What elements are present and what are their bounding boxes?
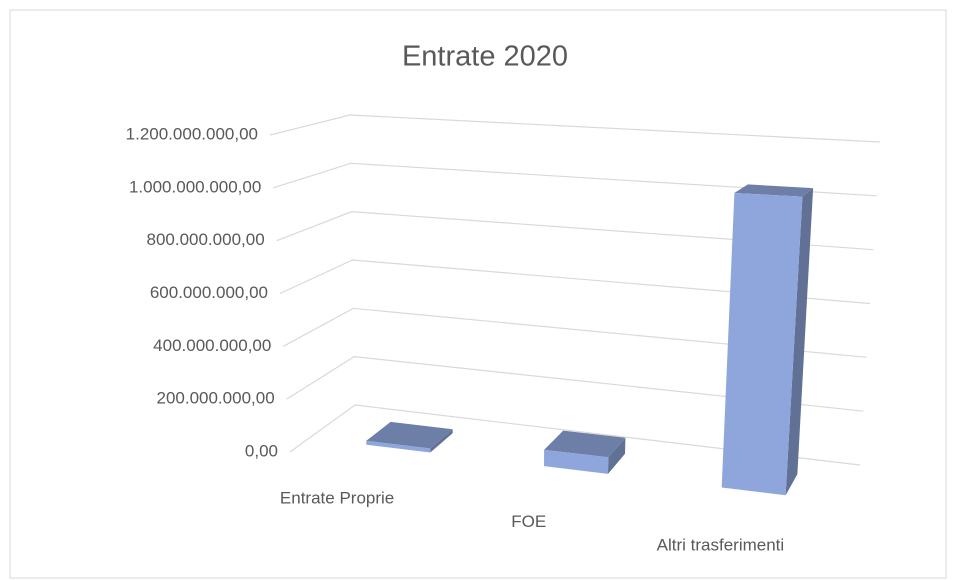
y-tick-label: 1.200.000.000,00 (126, 124, 258, 143)
grid-line (276, 211, 874, 251)
grid-line (273, 162, 877, 197)
y-tick-label: 0,00 (245, 441, 278, 460)
bar (366, 440, 431, 453)
bar-side (607, 437, 626, 474)
bar (544, 449, 609, 474)
bar-top (734, 184, 814, 197)
bar-side (430, 429, 453, 453)
x-tick-label: FOE (511, 512, 546, 531)
grid-line (283, 307, 867, 358)
y-tick-label: 800.000.000,00 (146, 230, 264, 249)
grid-line (289, 404, 861, 466)
y-tick-label: 200.000.000,00 (156, 389, 274, 408)
y-tick-label: 400.000.000,00 (153, 336, 271, 355)
bar (721, 193, 803, 496)
chart-title: Entrate 2020 (402, 41, 568, 73)
y-tick-label: 1.000.000.000,00 (129, 177, 261, 196)
bar-top (544, 430, 626, 458)
x-tick-label: Entrate Proprie (280, 488, 394, 507)
grid-line (286, 356, 864, 412)
x-tick-label: Altri trasferimenti (657, 535, 785, 554)
grid-line (269, 114, 881, 143)
grid-line (279, 259, 871, 305)
y-tick-label: 600.000.000,00 (150, 283, 268, 302)
bar-side (785, 188, 814, 496)
bar-top (366, 421, 453, 449)
